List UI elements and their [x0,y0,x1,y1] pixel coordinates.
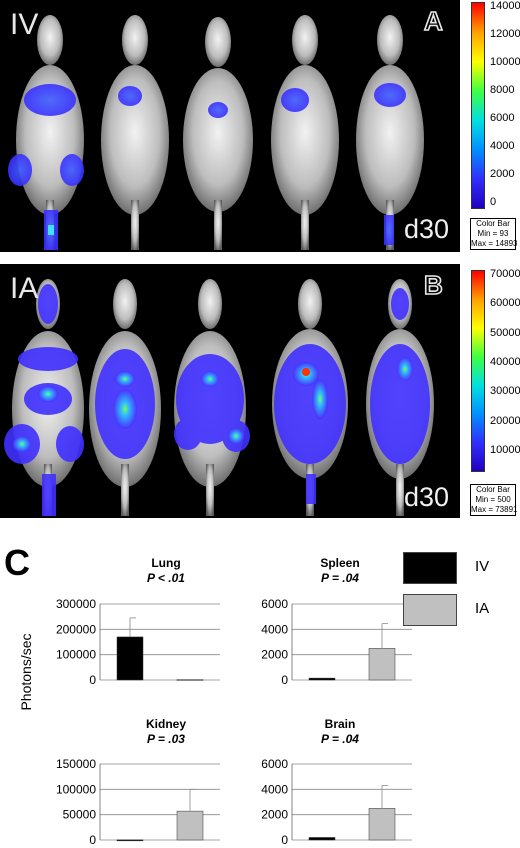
chart-title-kidney: Kidney P = .03 [145,717,186,746]
chart-title-brain: Brain P = .04 [321,717,359,746]
panel-a-route-label: IV [10,8,39,41]
panel-b-day-label: d30 [404,482,450,512]
colorbar-tick: 12000 [490,28,520,40]
panel-a-day-label: d30 [404,214,450,244]
iv-signal-overlay [8,83,406,250]
y-tick-label: 0 [89,833,96,846]
colorbar-tick: 4000 [490,140,515,152]
bar-ia [176,679,204,681]
spleen-bar-chart: 0 2000 4000 6000 [261,597,412,686]
y-tick-label: 2000 [261,808,288,822]
panel-a-image: IV A d30 [0,0,460,252]
colorbar-tick: 10000 [490,444,520,456]
lung-bar-chart: 0 100000 200000 300000 [56,597,220,686]
y-tick-label: 6000 [261,597,288,611]
colorbar-tick: 60000 [490,297,520,310]
panel-b-route-label: IA [10,272,39,305]
chart-title-lung: Lung P < .01 [147,556,185,585]
bar-iv [308,837,336,841]
colorbar-b-gradient [471,270,485,472]
section-c-letter: C [4,542,30,583]
mice-iv-image [8,15,424,250]
bar-ia [368,808,396,841]
legend-label-ia: IA [475,600,490,617]
y-tick-label: 6000 [261,757,288,771]
bar-iv [116,839,144,842]
colorbar-a-gradient [471,2,485,209]
colorbar-tick: 0 [490,196,497,208]
legend-swatch-ia [403,594,457,626]
colorbar-tick: 30000 [490,385,520,398]
colorbar-tick: 2000 [490,168,515,180]
y-tick-label: 150000 [56,757,96,771]
colorbar-tick: 14000 [490,0,520,12]
y-tick-label: 0 [89,673,96,686]
colorbar-a: 14000 12000 10000 8000 6000 4000 2000 0 Color B… [468,0,520,250]
y-tick-label: 200000 [56,622,96,636]
colorbar-tick: 70000 [490,268,520,280]
panel-a-letter: A [423,5,443,37]
mouse-2 [101,15,169,250]
y-tick-label: 300000 [56,597,96,611]
bar-ia [176,810,204,841]
colorbar-a-info: Color Bar Min = 93 Max = 14893 [470,218,518,250]
mice-ia-image [4,279,434,516]
kidney-bar-chart: 0 50000 100000 150000 [56,757,220,846]
legend-swatch-iv [403,552,457,584]
brain-bar-chart: 0 2000 4000 6000 [261,757,412,846]
legend-label-iv: IV [475,558,490,575]
colorbar-b: 70000 60000 50000 40000 30000 20000 10000 Colo… [468,268,520,518]
chart-title-spleen: Spleen P = .04 [320,556,360,585]
y-tick-label: 0 [281,673,288,686]
colorbar-tick: 6000 [490,112,515,124]
y-tick-label: 100000 [56,648,96,662]
y-tick-label: 0 [281,833,288,846]
bar-iv [116,636,144,681]
colorbar-tick: 50000 [490,326,520,339]
bar-iv [308,677,336,681]
mouse-4 [271,15,339,250]
panel-b-image: IA B d30 [0,264,460,518]
y-tick-label: 4000 [261,622,288,636]
y-tick-label: 50000 [63,808,97,822]
mouse-3 [183,17,253,250]
colorbar-b-info: Color Bar Min = 500 Max = 73891 [470,484,518,516]
y-tick-label: 100000 [56,782,96,796]
colorbar-tick: 8000 [490,84,515,96]
colorbar-tick: 20000 [490,414,520,427]
bar-ia [368,648,396,681]
colorbar-tick: 10000 [490,56,520,68]
y-tick-label: 4000 [261,782,288,796]
panel-b-letter: B [423,269,443,301]
ia-hotspots [13,357,413,452]
y-tick-label: 2000 [261,648,288,662]
colorbar-tick: 40000 [490,356,520,368]
